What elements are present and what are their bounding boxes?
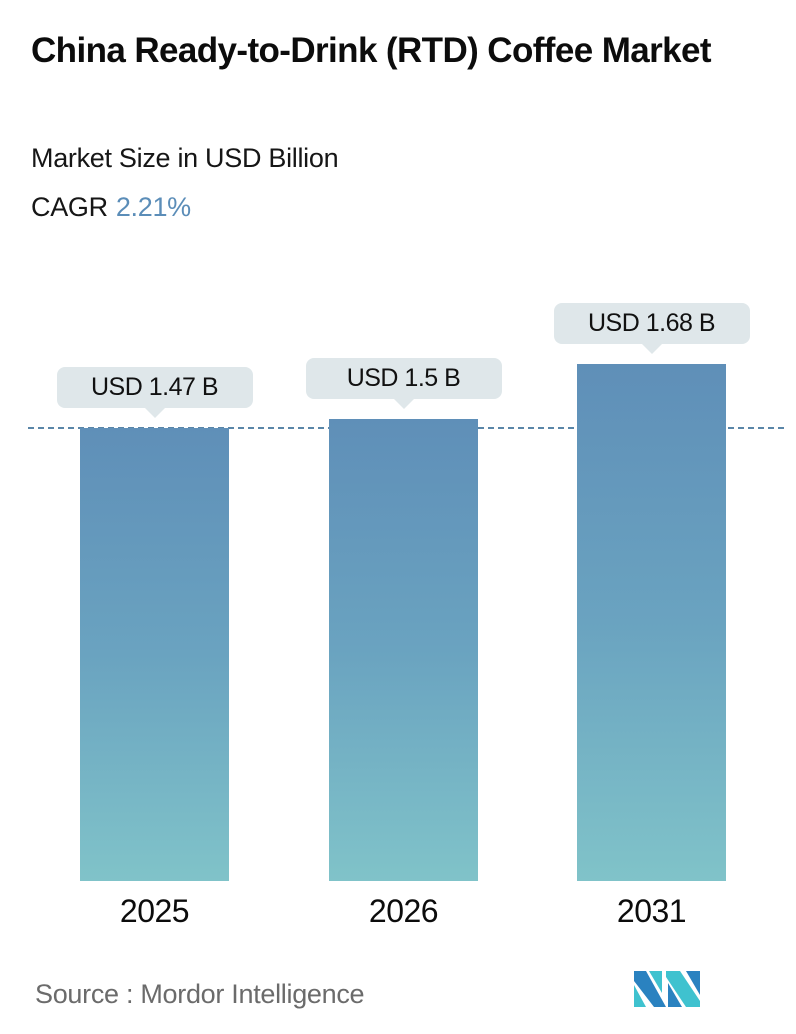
x-axis-label: 2026 xyxy=(368,893,439,929)
cagr-line: CAGR 2.21% xyxy=(31,189,191,225)
cagr-label: CAGR xyxy=(31,192,108,222)
bar-2031 xyxy=(577,364,726,881)
source-label: Source : Mordor Intelligence xyxy=(35,979,365,1009)
bar-2025 xyxy=(80,428,229,881)
chart-title: China Ready-to-Drink (RTD) Coffee Market xyxy=(31,31,712,70)
chart-subtitle: Market Size in USD Billion xyxy=(31,143,339,173)
x-axis-label: 2025 xyxy=(119,893,190,929)
value-callout: USD 1.47 B xyxy=(56,367,253,418)
cagr-value: 2.21% xyxy=(115,192,191,222)
value-callout: USD 1.5 B xyxy=(305,357,502,409)
bar-2026 xyxy=(329,418,478,881)
value-callout: USD 1.68 B xyxy=(553,303,750,354)
x-axis-label: 2031 xyxy=(616,893,687,929)
mordor-intelligence-logo-icon xyxy=(634,971,700,1007)
